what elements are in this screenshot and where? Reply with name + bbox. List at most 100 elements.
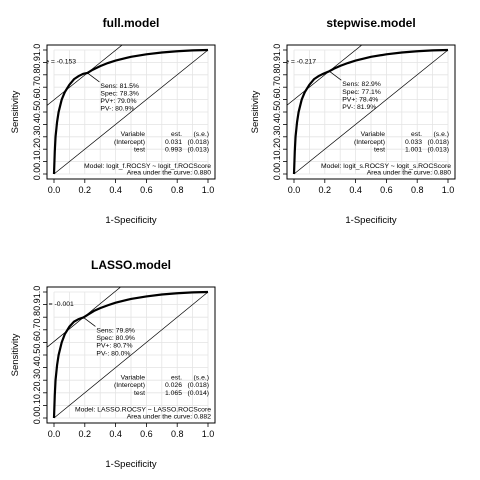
y-tick-label: 0.4 — [272, 118, 282, 131]
model-formula: Model: logit_s.ROCSY ~ logit_s.ROCScore — [321, 163, 451, 170]
coef-table-cell: test — [374, 146, 385, 153]
x-tick-label: 0.8 — [171, 185, 184, 195]
y-tick-label: 0.9 — [32, 56, 42, 69]
x-tick-label: 1.0 — [442, 185, 455, 195]
y-tick-label: 0.1 — [272, 155, 282, 168]
stat-line: PV+: 80.7% — [96, 343, 132, 350]
coef-table-header: est. — [171, 131, 182, 138]
coef-table-cell: (Intercept) — [114, 139, 145, 146]
stat-line: PV-: 81.9% — [342, 104, 376, 111]
x-tick-label: 0.2 — [79, 429, 92, 439]
y-tick-label: 0.1 — [32, 399, 42, 412]
y-tick-label: 0.2 — [272, 143, 282, 156]
stat-line: Sens: 82.9% — [342, 81, 381, 88]
x-tick-label: 0.6 — [380, 185, 393, 195]
y-tick-label: 0.7 — [32, 324, 42, 337]
coef-table-cell: 0.031 — [165, 139, 182, 146]
roc-curve — [52, 48, 209, 175]
stat-line: PV+: 79.0% — [100, 98, 136, 105]
y-tick-label: 0.2 — [32, 387, 42, 400]
x-tick-label: 0.8 — [171, 429, 184, 439]
coef-table-cell: 0.026 — [165, 382, 182, 389]
y-axis-label: Sensitivity — [250, 90, 261, 133]
coef-table-cell: (0.013) — [427, 146, 449, 153]
y-tick-label: 0.7 — [272, 81, 282, 94]
y-tick-label: 0.8 — [272, 69, 282, 82]
auc-value: Area under the curve: 0.880 — [367, 170, 451, 177]
coef-table-cell: test — [134, 390, 145, 397]
x-tick-label: 0.6 — [140, 185, 153, 195]
y-tick-label: 0.4 — [32, 361, 42, 374]
roc-panel-1: 0.0 0.2 0.4 0.6 0.8 1.00.00.10.20.30.40.50.60… — [10, 16, 216, 226]
x-tick-label: 0.0 — [48, 185, 61, 195]
plot-title: full.model — [103, 16, 160, 30]
y-tick-label: 0.9 — [32, 298, 42, 311]
x-tick-label: 0.8 — [411, 185, 424, 195]
x-tick-label: 0.6 — [140, 429, 153, 439]
diagonal-reference-line — [53, 49, 209, 175]
x-axis-label: 1-Specificity — [345, 215, 396, 226]
y-tick-label: 1.0 — [32, 286, 42, 299]
y-axis-label: Sensitivity — [10, 333, 21, 376]
stat-line: Sens: 81.5% — [100, 83, 139, 90]
x-tick-label: 1.0 — [202, 429, 215, 439]
y-tick-label: 1.0 — [272, 44, 282, 57]
x-tick-label: 0.2 — [79, 185, 92, 195]
y-tick-label: 0.6 — [32, 336, 42, 349]
coef-table-cell: test — [134, 146, 145, 153]
y-tick-label: 1.0 — [32, 44, 42, 57]
x-tick-label: 0.4 — [109, 185, 122, 195]
model-formula: Model: LASSO.ROCSY ~ LASSO.ROCScore — [75, 407, 211, 414]
coef-table-header: Variable — [121, 375, 146, 382]
x-tick-label: 1.0 — [202, 185, 215, 195]
coef-table-header: est. — [411, 131, 422, 138]
coef-table-cell: 0.033 — [405, 139, 422, 146]
stat-line: PV+: 78.4% — [342, 96, 378, 103]
y-tick-label: 0.0 — [32, 412, 42, 425]
model-formula: Model: logit_f.ROCSY ~ logit_f.ROCScore — [84, 163, 211, 170]
stat-line: Spec: 80.9% — [96, 335, 135, 342]
x-tick-label: 0.0 — [48, 429, 61, 439]
cutoff-tangent-line — [47, 45, 123, 106]
cutoff-pointer — [87, 72, 100, 83]
roc-panel-3: 0.0 0.2 0.4 0.6 0.8 1.00.00.10.20.30.40.50.60… — [10, 258, 216, 470]
y-tick-label: 0.5 — [32, 106, 42, 119]
auc-value: Area under the curve: 0.880 — [127, 170, 211, 177]
stat-line: Spec: 78.3% — [100, 91, 139, 98]
plot-title: LASSO.model — [91, 258, 171, 272]
coef-table-header: (s.e.) — [194, 131, 209, 138]
y-tick-label: 0.1 — [32, 155, 42, 168]
y-tick-label: 0.0 — [32, 168, 42, 181]
coef-table-header: (s.e.) — [194, 375, 209, 382]
coef-table-cell: (0.018) — [187, 139, 209, 146]
x-axis-label: 1-Specificity — [105, 459, 156, 470]
coef-table-header: est. — [171, 375, 182, 382]
coef-table-header: Variable — [361, 131, 386, 138]
x-tick-label: 0.4 — [349, 185, 362, 195]
y-tick-label: 0.5 — [272, 106, 282, 119]
x-tick-label: 0.4 — [109, 429, 122, 439]
y-tick-label: 0.5 — [32, 349, 42, 362]
plot-title: stepwise.model — [326, 16, 415, 30]
coef-table-cell: (Intercept) — [114, 382, 145, 389]
coef-table-cell: (0.014) — [187, 390, 209, 397]
y-tick-label: 0.2 — [32, 143, 42, 156]
y-tick-label: 0.8 — [32, 69, 42, 82]
roc-curve — [292, 48, 449, 175]
coef-table-header: (s.e.) — [434, 131, 449, 138]
y-tick-label: 0.7 — [32, 81, 42, 94]
cutoff-pointer — [83, 317, 96, 327]
coef-table-cell: (0.013) — [187, 146, 209, 153]
y-axis-label: Sensitivity — [10, 90, 21, 133]
cutoff-pointer — [329, 70, 342, 81]
x-axis-label: 1-Specificity — [105, 215, 156, 226]
y-tick-label: 0.6 — [272, 93, 282, 106]
roc-panel-2: 0.0 0.2 0.4 0.6 0.8 1.00.00.10.20.30.40.50.60… — [250, 16, 456, 226]
roc-curve — [52, 290, 209, 419]
auc-value: Area under the curve: 0.882 — [127, 414, 211, 421]
stat-line: Spec: 77.1% — [342, 89, 381, 96]
stat-line: PV-: 80.0% — [96, 350, 130, 357]
y-tick-label: 0.3 — [32, 374, 42, 387]
x-tick-label: 0.0 — [288, 185, 301, 195]
